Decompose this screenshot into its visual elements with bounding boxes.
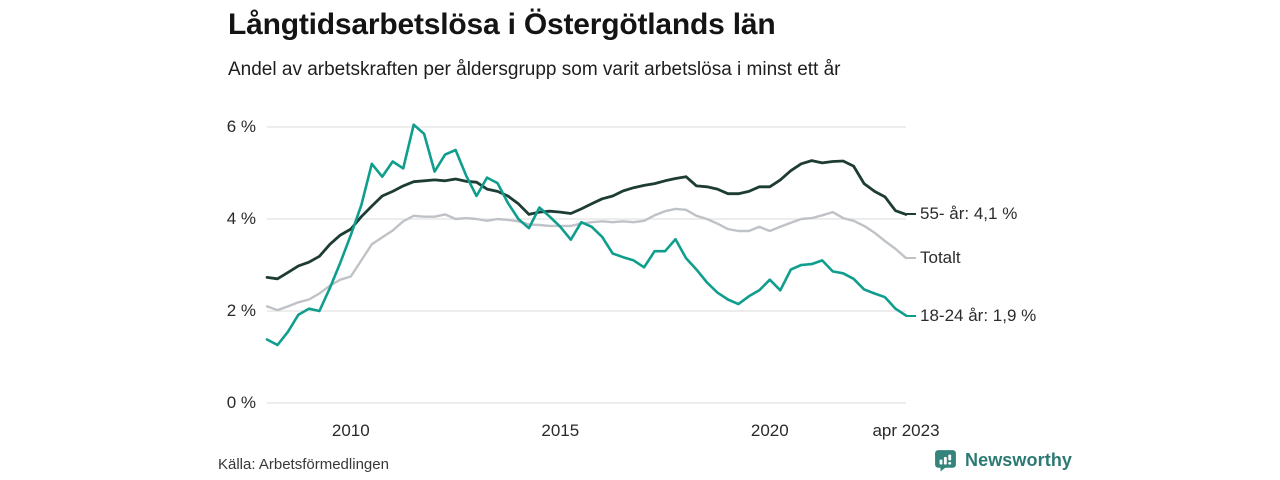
y-axis-tick-0: 0 % [226,393,256,412]
series-end-label-totalt: Totalt [906,247,961,269]
series-label-text: 18-24 år: 1,9 % [920,305,1037,325]
y-axis-tick-2: 2 % [226,301,256,320]
page-title: Långtidsarbetslösa i Östergötlands län [228,8,776,41]
series-line-totalt [265,207,908,312]
series-dash-18-24-ar [906,314,916,317]
series-dash-totalt [906,257,916,260]
x-axis-tick-2015: 2015 [541,421,580,440]
x-axis-tick-2010: 2010 [331,421,370,440]
y-axis-tick-6: 6 % [226,117,256,136]
x-axis-tick-2020: 2020 [750,421,789,440]
brand-name: Newsworthy [965,450,1073,470]
x-axis-tick-apr-2023: apr 2023 [872,421,940,440]
newsworthy-logo[interactable]: Newsworthy [933,448,1072,473]
series-line-55-ar [265,159,908,281]
series-line-18-24-ar [265,123,908,347]
series-label-text: 55- år: 4,1 % [920,204,1018,224]
series-end-label-55-ar: 55- år: 4,1 % [906,203,1017,225]
source-credit: Källa: Arbetsförmedlingen [218,456,389,473]
series-label-text: Totalt [920,248,961,268]
chart-subtitle: Andel av arbetskraften per åldersgrupp s… [228,59,841,80]
series-dash-55-ar [906,213,916,216]
y-axis-tick-4: 4 % [226,209,256,228]
series-end-label-18-24-ar: 18-24 år: 1,9 % [906,305,1036,327]
newsworthy-icon [935,450,956,472]
